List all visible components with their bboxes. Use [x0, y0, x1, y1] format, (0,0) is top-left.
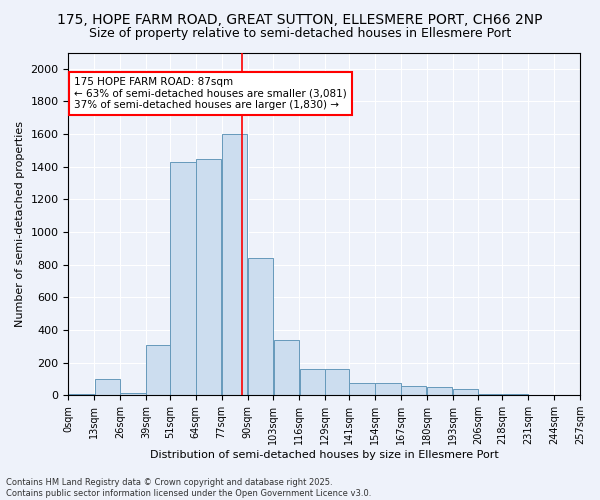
Bar [95, 379, 120, 395]
Text: 175 HOPE FARM ROAD: 87sqm
← 63% of semi-detached houses are smaller (3,081)
37% : 175 HOPE FARM ROAD: 87sqm ← 63% of semi-… [74, 77, 347, 110]
Bar [427, 387, 452, 395]
Bar [146, 344, 170, 395]
Bar [170, 162, 196, 395]
Text: 175, HOPE FARM ROAD, GREAT SUTTON, ELLESMERE PORT, CH66 2NP: 175, HOPE FARM ROAD, GREAT SUTTON, ELLES… [57, 12, 543, 26]
Bar [375, 383, 401, 395]
Y-axis label: Number of semi-detached properties: Number of semi-detached properties [15, 121, 25, 327]
Bar [453, 388, 478, 395]
Bar [349, 383, 374, 395]
Bar [196, 158, 221, 395]
X-axis label: Distribution of semi-detached houses by size in Ellesmere Port: Distribution of semi-detached houses by … [150, 450, 499, 460]
Bar [69, 394, 94, 395]
Text: Size of property relative to semi-detached houses in Ellesmere Port: Size of property relative to semi-detach… [89, 28, 511, 40]
Text: Contains HM Land Registry data © Crown copyright and database right 2025.
Contai: Contains HM Land Registry data © Crown c… [6, 478, 371, 498]
Bar [121, 393, 146, 395]
Bar [222, 134, 247, 395]
Bar [503, 394, 528, 395]
Bar [479, 394, 502, 395]
Bar [401, 386, 427, 395]
Bar [248, 258, 273, 395]
Bar [325, 369, 349, 395]
Bar [274, 340, 299, 395]
Bar [299, 369, 325, 395]
